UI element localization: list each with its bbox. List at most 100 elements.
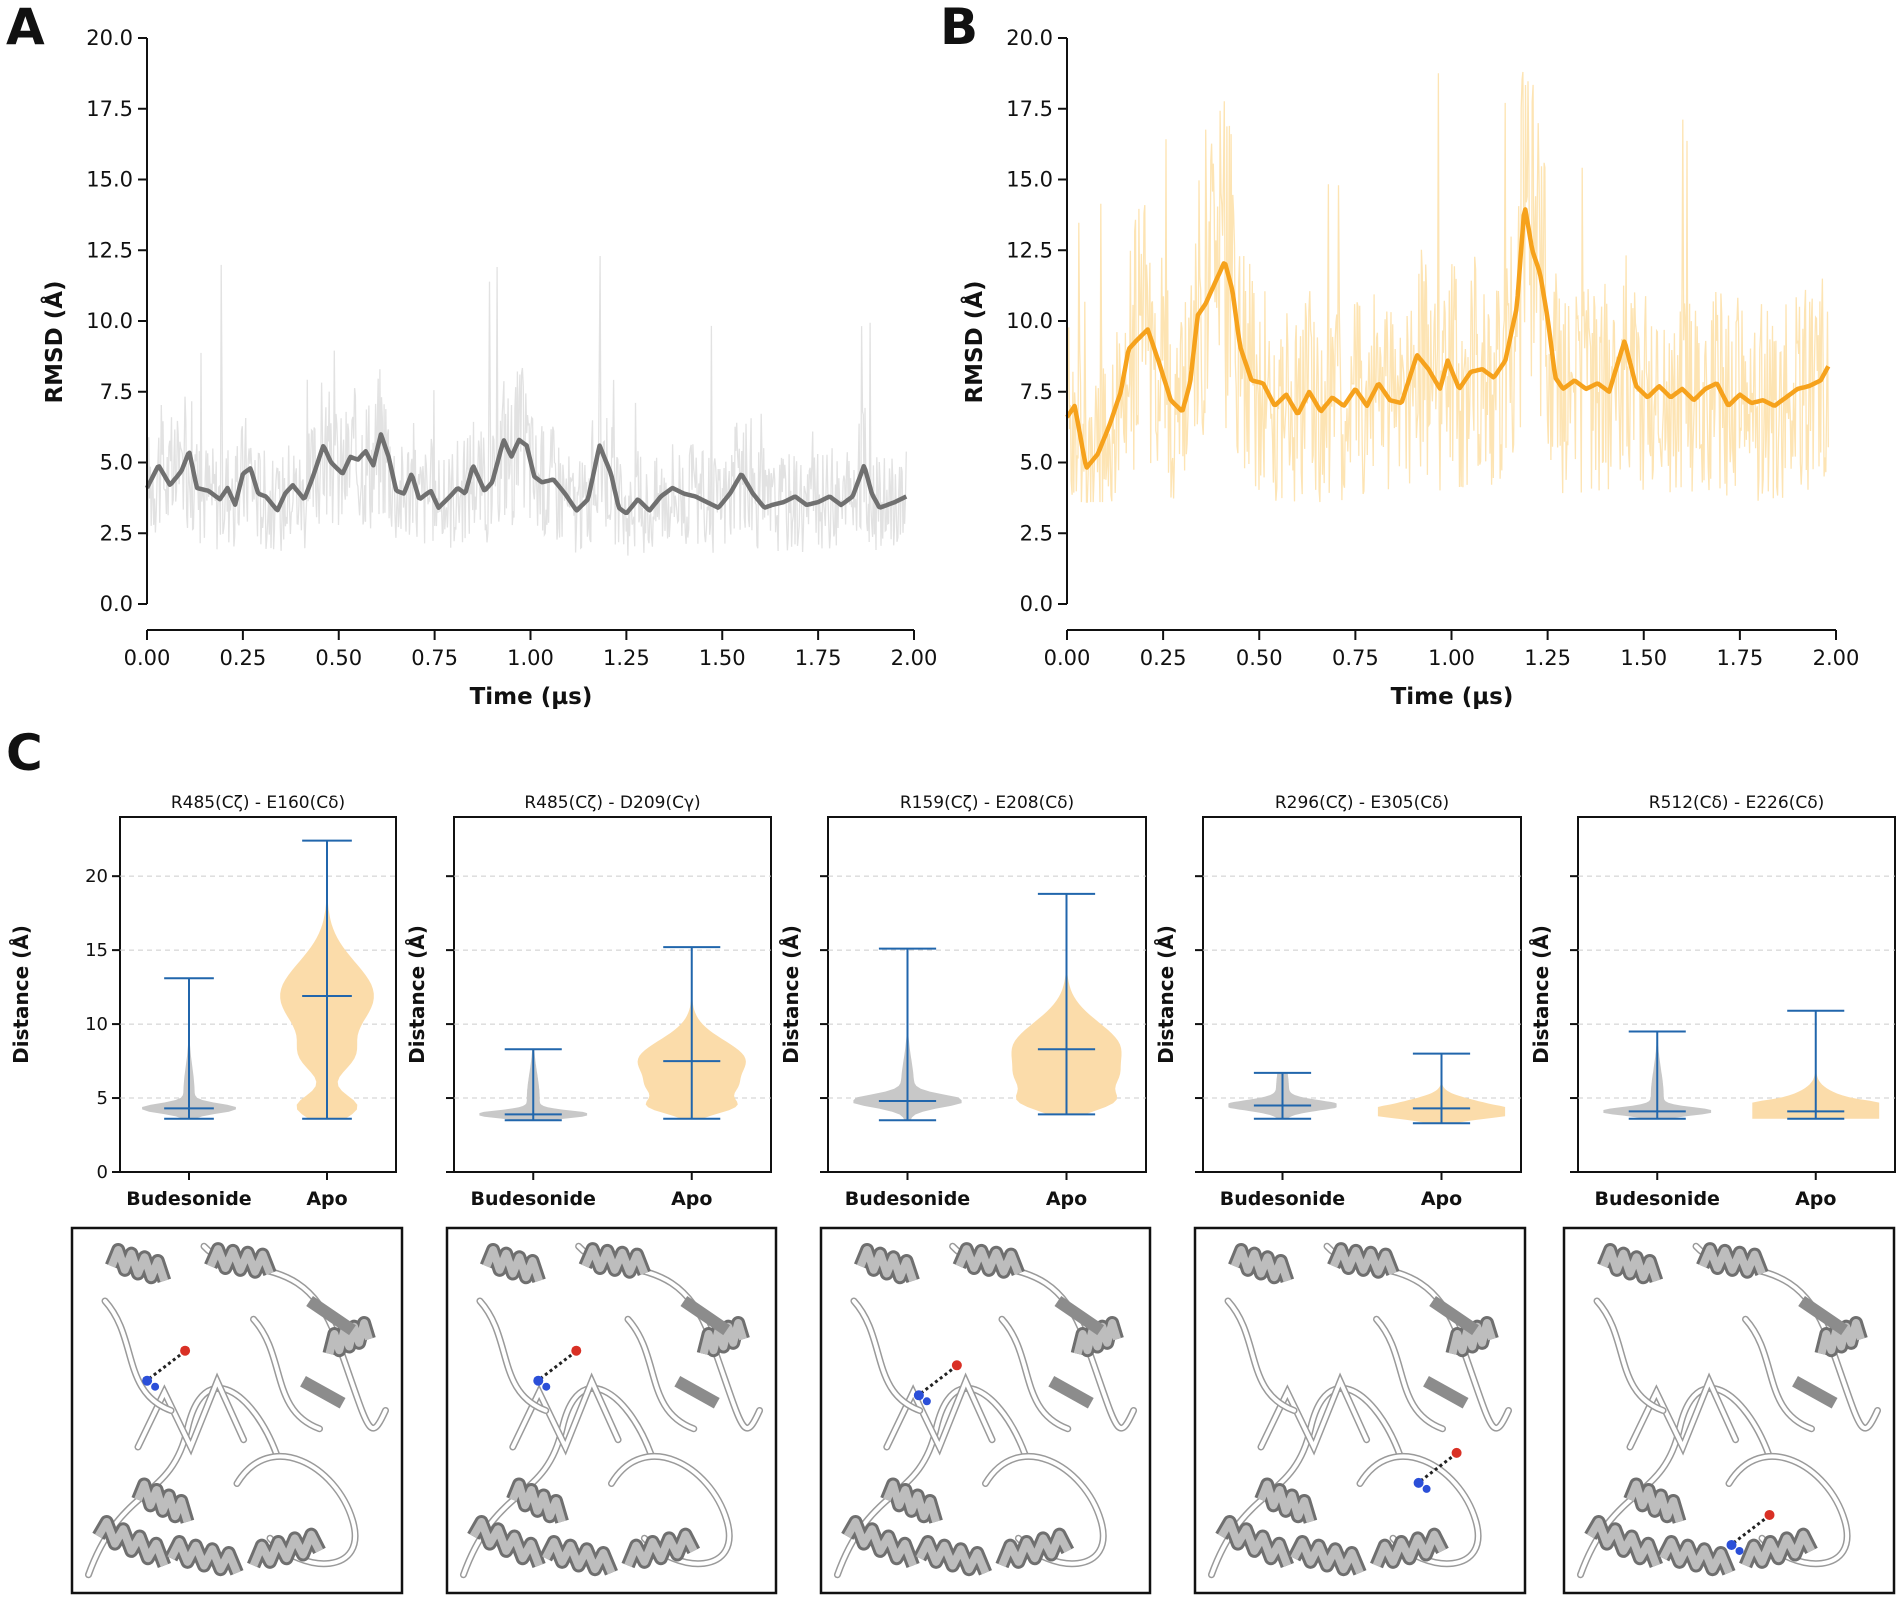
x-tick-label: 1.00: [507, 646, 554, 670]
helix-highlight: [509, 1480, 566, 1523]
helix-highlight: [1230, 1246, 1292, 1283]
raw-rmsd-trace: [146, 255, 907, 556]
smoothed-rmsd-trace: [144, 432, 908, 516]
category-label: Budesonide: [126, 1188, 251, 1210]
loop-ribbon-fill: [1628, 1376, 1738, 1452]
y-tick-label: 5: [97, 1088, 108, 1109]
violin-panel-c: R485(Cζ) - E160(Cδ) 0 5 10 15 20 Distance (Å) B…: [9, 793, 1896, 1210]
x-axis-label: Time (µs): [470, 684, 593, 710]
protein-cartoon: [459, 1242, 764, 1579]
y-tick-label: 5.0: [1020, 451, 1053, 475]
violin-subplot: R159(Cζ) - E208(Cδ) Distance (Å) Budesonid…: [779, 793, 1147, 1210]
x-tick-label: 0.75: [411, 646, 458, 670]
helix-highlight: [1659, 1538, 1733, 1575]
beta-strand: [1792, 1376, 1838, 1409]
y-axis-label: RMSD (Å): [960, 280, 988, 403]
category-label: Budesonide: [471, 1188, 596, 1210]
y-axis-label: Distance (Å): [1154, 925, 1178, 1064]
subplot-frame: [453, 816, 772, 1173]
helix-highlight: [1073, 1319, 1121, 1355]
x-tick-label: 1.25: [1524, 646, 1571, 670]
helix-highlight: [1698, 1245, 1766, 1276]
y-axis-label: Distance (Å): [9, 925, 33, 1064]
structure-image: [819, 1226, 1152, 1595]
loop-ribbon-fill: [86, 1386, 279, 1577]
helix-highlight: [134, 1480, 192, 1523]
y-tick-label: 0: [97, 1162, 108, 1183]
loop-ribbon-fill: [983, 1454, 1105, 1566]
helix-highlight: [955, 1245, 1023, 1276]
loop-ribbon-fill: [510, 1376, 621, 1452]
structure-image: [445, 1226, 778, 1595]
helix-highlight: [998, 1530, 1072, 1568]
structure-image: [70, 1226, 404, 1595]
violin-subplot: R485(Cζ) - E160(Cδ) 0 5 10 15 20 Distance (Å) B…: [9, 793, 397, 1210]
structure-images: [70, 1226, 1896, 1595]
beta-strand: [1423, 1376, 1469, 1409]
nitrogen-atom: [142, 1375, 153, 1386]
y-tick-label: 15.0: [1006, 168, 1053, 192]
helix-highlight: [1217, 1518, 1292, 1567]
nitrogen-atom: [151, 1382, 160, 1391]
helix-highlight: [1817, 1319, 1865, 1355]
oxygen-atom: [180, 1345, 191, 1356]
loop-ribbon-fill: [1727, 1454, 1849, 1566]
loop-ribbon-fill: [1358, 1454, 1480, 1566]
y-tick-label: 12.5: [86, 238, 133, 262]
helix-highlight: [699, 1319, 747, 1355]
beta-strand: [680, 1296, 731, 1336]
y-tick-label: 5.0: [100, 451, 133, 475]
y-axis-label: Distance (Å): [779, 925, 803, 1064]
x-tick-label: 1.25: [603, 646, 650, 670]
loop-ribbon-fill: [609, 1454, 731, 1566]
x-tick-label: 0.00: [1044, 646, 1091, 670]
helix-highlight: [581, 1245, 649, 1276]
x-tick-label: 1.50: [699, 646, 746, 670]
x-tick-label: 1.75: [795, 646, 842, 670]
axes: 0.0 2.5 5.0 7.5 10.0 12.5 15.0 17.5 20.0 0.00 0.25…: [86, 26, 937, 670]
panel-label-b: B: [940, 0, 978, 56]
category-label: Budesonide: [1595, 1188, 1720, 1210]
category-label: Apo: [1795, 1188, 1836, 1210]
helix-highlight: [1448, 1319, 1496, 1355]
loop-ribbon-fill: [1209, 1386, 1402, 1577]
helix-highlight: [1741, 1530, 1816, 1568]
violin-subplot: R485(Cζ) - D209(Cγ) Distance (Å) Budesonid…: [405, 793, 772, 1210]
subplot-frame: [827, 816, 1147, 1173]
x-tick-label: 2.00: [1813, 646, 1860, 670]
beta-strand: [1798, 1296, 1848, 1336]
beta-strand: [300, 1376, 346, 1409]
protein-cartoon: [833, 1242, 1138, 1579]
loop-ribbon-fill: [1374, 1317, 1445, 1431]
nitrogen-atom: [1735, 1546, 1744, 1555]
loop-ribbon-fill: [251, 1317, 322, 1431]
violin-subplot: R296(Cζ) - E305(Cδ) Distance (Å) Budesonid…: [1154, 793, 1522, 1210]
loop-ribbon-fill: [1578, 1386, 1771, 1577]
distance-dash: [539, 1351, 576, 1380]
loop-ribbon-fill: [1226, 1299, 1296, 1413]
subplot-title: R485(Cζ) - D209(Cγ): [524, 793, 700, 813]
beta-strand: [674, 1376, 720, 1409]
nitrogen-atom: [913, 1390, 924, 1401]
loop-ribbon-fill: [851, 1299, 922, 1413]
helix-highlight: [249, 1530, 324, 1568]
y-tick-label: 20.0: [86, 26, 133, 50]
y-axis-label: Distance (Å): [1529, 925, 1553, 1064]
loop-ribbon-fill: [461, 1386, 653, 1577]
loop-ribbon-fill: [625, 1317, 696, 1431]
helix-highlight: [542, 1538, 616, 1575]
x-tick-label: 0.25: [1140, 646, 1187, 670]
loop-ribbon-fill: [103, 1299, 173, 1413]
y-tick-label: 17.5: [86, 97, 133, 121]
loop-ribbon-fill: [477, 1299, 548, 1413]
nitrogen-atom: [1726, 1539, 1737, 1550]
subplot-title: R159(Cζ) - E208(Cδ): [900, 793, 1074, 813]
protein-cartoon: [85, 1242, 389, 1579]
helix-highlight: [1329, 1245, 1397, 1276]
raw-rmsd-trace: [1066, 71, 1829, 503]
category-label: Apo: [1046, 1188, 1087, 1210]
helix-highlight: [883, 1480, 940, 1523]
x-tick-label: 0.50: [315, 646, 362, 670]
category-label: Apo: [306, 1188, 347, 1210]
